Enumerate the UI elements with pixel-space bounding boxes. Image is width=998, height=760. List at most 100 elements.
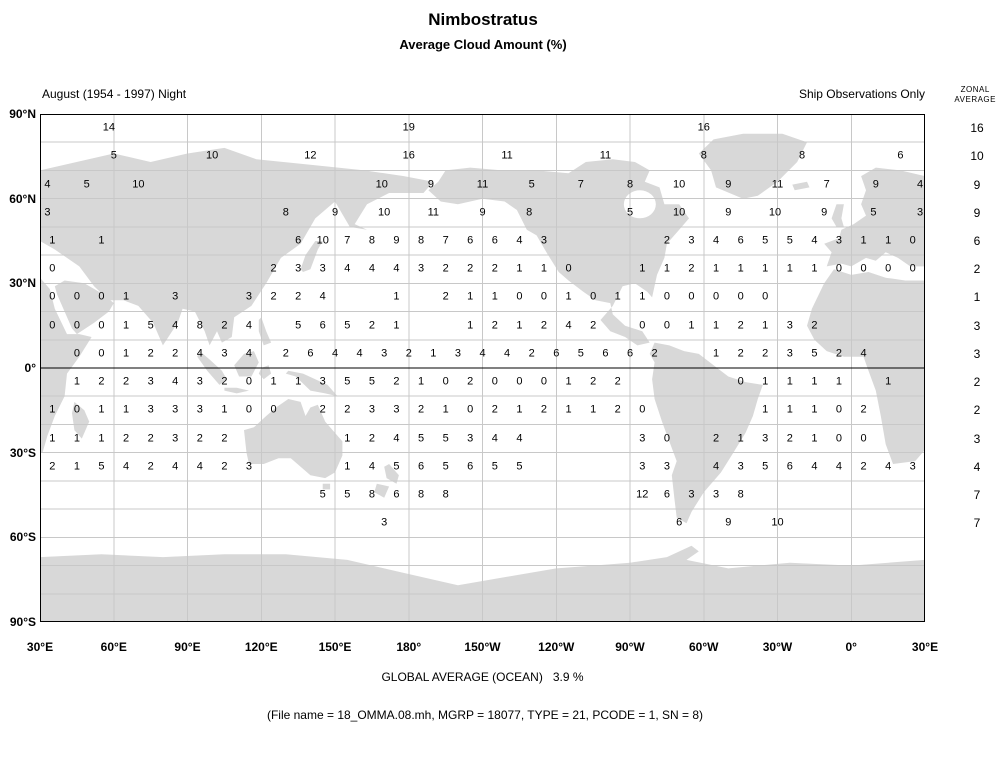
- source-label: Ship Observations Only: [798, 87, 925, 101]
- cloud-amount-value: 5: [442, 460, 449, 473]
- cloud-amount-value: 2: [270, 262, 277, 275]
- cloud-amount-value: 4: [516, 432, 523, 445]
- latitude-tick-label: 60°N: [9, 191, 36, 206]
- cloud-amount-value: 6: [786, 460, 793, 473]
- cloud-amount-value: 6: [307, 347, 314, 360]
- cloud-amount-value: 0: [688, 290, 695, 303]
- cloud-amount-value: 1: [540, 262, 548, 275]
- cloud-amount-value: 2: [614, 403, 621, 416]
- cloud-amount-value: 5: [442, 432, 449, 445]
- cloud-amount-value: 1: [491, 290, 498, 303]
- zonal-average-value: 7: [973, 488, 981, 502]
- cloud-amount-value: 1: [98, 403, 105, 416]
- cloud-amount-value: 0: [491, 375, 498, 388]
- cloud-amount-value: 6: [553, 347, 560, 360]
- cloud-amount-value: 1: [417, 375, 425, 388]
- cloud-amount-value: 3: [245, 290, 253, 303]
- cloud-amount-value: 1: [565, 290, 572, 303]
- cloud-amount-value: 4: [917, 178, 924, 191]
- cloud-amount-value: 0: [663, 432, 670, 445]
- cloud-amount-value: 2: [442, 290, 449, 303]
- cloud-amount-value: 3: [245, 460, 253, 473]
- cloud-amount-value: 2: [417, 403, 425, 416]
- cloud-amount-value: 0: [467, 403, 474, 416]
- cloud-amount-value: 1: [122, 347, 130, 360]
- cloud-amount-value: 0: [98, 319, 105, 332]
- continent-shape: [258, 317, 272, 346]
- cloud-amount-value: 16: [697, 121, 710, 134]
- cloud-amount-value: 9: [393, 234, 400, 247]
- cloud-amount-value: 0: [540, 290, 548, 303]
- cloud-amount-value: 0: [73, 347, 80, 360]
- latitude-tick-label: 30°S: [9, 445, 36, 460]
- cloud-amount-value: 0: [49, 290, 56, 303]
- cloud-amount-value: 2: [442, 262, 449, 275]
- cloud-amount-value: 1: [516, 403, 523, 416]
- cloud-amount-value: 1: [762, 319, 769, 332]
- cloud-amount-value: 9: [331, 206, 339, 219]
- cloud-amount-value: 10: [132, 178, 145, 191]
- cloud-amount-value: 6: [626, 347, 634, 360]
- cloud-amount-value: 1: [565, 403, 572, 416]
- cloud-amount-value: 10: [378, 206, 391, 219]
- cloud-amount-value: 1: [835, 375, 843, 388]
- cloud-amount-value: 5: [344, 375, 351, 388]
- cloud-amount-value: 4: [811, 460, 818, 473]
- cloud-amount-value: 9: [821, 206, 828, 219]
- cloud-amount-value: 8: [417, 234, 425, 247]
- cloud-amount-value: 0: [245, 375, 253, 388]
- cloud-amount-value: 1: [860, 234, 867, 247]
- latitude-tick-label: 90°N: [9, 107, 36, 121]
- cloud-amount-value: 1: [516, 262, 523, 275]
- cloud-amount-value: 1: [344, 432, 351, 445]
- cloud-amount-value: 1: [762, 375, 769, 388]
- cloud-amount-value: 0: [245, 403, 253, 416]
- cloud-amount-value: 2: [344, 403, 351, 416]
- cloud-amount-value: 8: [626, 178, 634, 191]
- cloud-amount-value: 2: [540, 403, 548, 416]
- cloud-amount-value: 4: [44, 178, 51, 191]
- longitude-tick-label: 0°: [845, 640, 857, 654]
- cloud-amount-value: 3: [917, 206, 924, 219]
- latitude-tick-label: 0°: [24, 361, 36, 375]
- cloud-amount-value: 2: [786, 432, 793, 445]
- cloud-amount-value: 0: [442, 375, 449, 388]
- cloud-amount-value: 2: [122, 375, 130, 388]
- cloud-amount-value: 8: [368, 234, 375, 247]
- cloud-amount-value: 1: [614, 290, 621, 303]
- cloud-amount-value: 3: [319, 375, 326, 388]
- zonal-average-value: 2: [973, 262, 981, 277]
- cloud-amount-value: 2: [196, 432, 203, 445]
- cloud-amount-value: 4: [172, 460, 179, 473]
- cloud-amount-value: 1: [73, 460, 80, 473]
- page-title: Nimbostratus: [428, 10, 538, 29]
- continent-shape: [792, 181, 810, 191]
- cloud-amount-value: 0: [565, 262, 572, 275]
- cloud-amount-value: 1: [73, 432, 80, 445]
- cloud-amount-value: 6: [319, 319, 326, 332]
- cloud-amount-value: 2: [172, 347, 179, 360]
- cloud-amount-value: 3: [381, 516, 388, 529]
- continent-shape: [374, 483, 390, 498]
- cloud-amount-value: 2: [712, 432, 720, 445]
- cloud-amount-value: 4: [479, 347, 486, 360]
- cloud-amount-value: 1: [344, 460, 351, 473]
- zonal-average-value: 16: [970, 121, 984, 136]
- cloud-amount-value: 5: [83, 178, 90, 191]
- zonal-average-value: 9: [973, 205, 981, 220]
- cloud-amount-value: 8: [417, 488, 425, 501]
- cloud-amount-value: 2: [295, 290, 302, 303]
- cloud-amount-value: 3: [393, 403, 400, 416]
- cloud-amount-value: 10: [673, 206, 686, 219]
- continent-shape: [285, 370, 338, 397]
- cloud-amount-value: 5: [811, 347, 818, 360]
- cloud-amount-value: 2: [147, 460, 154, 473]
- cloud-amount-value: 5: [626, 206, 634, 219]
- cloud-amount-value: 1: [688, 319, 695, 332]
- cloud-amount-value: 6: [663, 488, 670, 501]
- cloud-amount-value: 1: [430, 347, 437, 360]
- cloud-amount-value: 4: [712, 234, 720, 247]
- cloud-amount-value: 1: [393, 290, 400, 303]
- cloud-amount-value: 0: [516, 375, 523, 388]
- cloud-amount-value: 7: [344, 234, 351, 247]
